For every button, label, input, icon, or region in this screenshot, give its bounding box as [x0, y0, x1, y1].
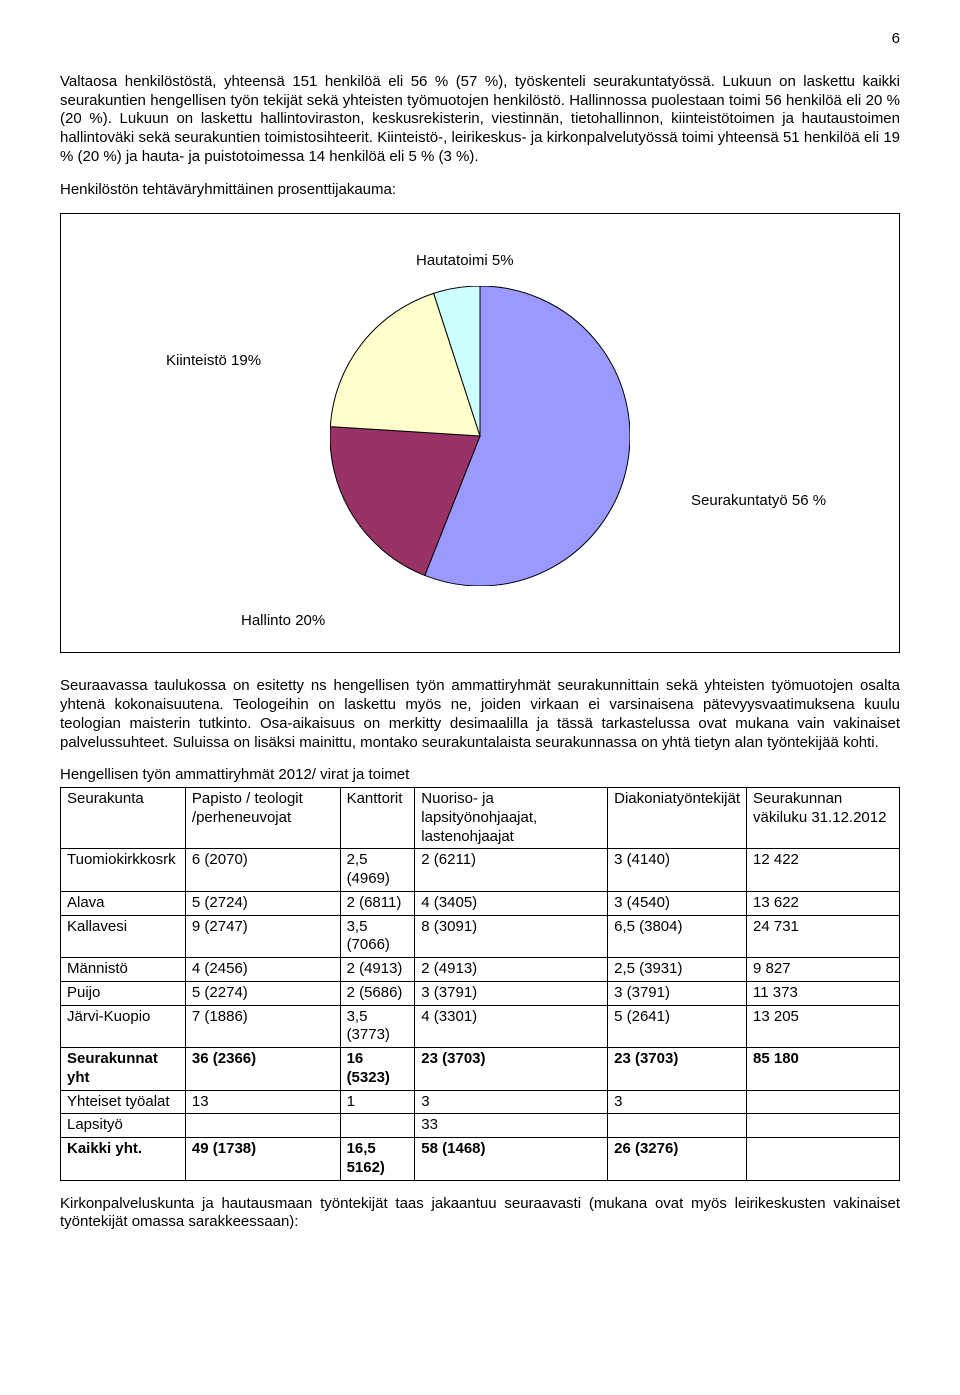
page-number: 6 — [60, 30, 900, 49]
table-header-row: SeurakuntaPapisto / teologit /perheneuvo… — [61, 788, 900, 849]
table-header-cell: Kanttorit — [340, 788, 415, 849]
table-cell — [747, 1114, 900, 1138]
table-cell: Puijo — [61, 981, 186, 1005]
table-cell — [185, 1114, 340, 1138]
table-cell: 8 (3091) — [415, 915, 608, 958]
table-cell — [340, 1114, 415, 1138]
table-row: Kaikki yht.49 (1738)16,5 5162)58 (1468)2… — [61, 1138, 900, 1181]
table-cell: 13 622 — [747, 891, 900, 915]
table-cell: Alava — [61, 891, 186, 915]
table-cell: Lapsityö — [61, 1114, 186, 1138]
pie-label: Kiinteistö 19% — [166, 352, 261, 371]
table-cell: 2 (5686) — [340, 981, 415, 1005]
table-cell: 4 (3301) — [415, 1005, 608, 1048]
table-cell: 3 (3791) — [415, 981, 608, 1005]
pie-chart: Seurakuntatyö 56 %Hallinto 20%Kiinteistö… — [71, 232, 889, 602]
table-cell: 6 (2070) — [185, 849, 340, 892]
table-row: Järvi-Kuopio7 (1886)3,5 (3773)4 (3301)5 … — [61, 1005, 900, 1048]
table-cell: Kaikki yht. — [61, 1138, 186, 1181]
table-cell: Kallavesi — [61, 915, 186, 958]
table-cell: 5 (2274) — [185, 981, 340, 1005]
table-cell: 3 (4140) — [608, 849, 747, 892]
pie-chart-container: Seurakuntatyö 56 % Hallinto 20% Kiinteistö… — [60, 213, 900, 653]
table-cell — [747, 1138, 900, 1181]
table-cell: 11 373 — [747, 981, 900, 1005]
table-cell: 7 (1886) — [185, 1005, 340, 1048]
table-cell: 16 (5323) — [340, 1048, 415, 1091]
table-header-cell: Nuoriso- ja lapsityönohjaajat, lastenohj… — [415, 788, 608, 849]
table-cell: 4 (3405) — [415, 891, 608, 915]
table-cell — [608, 1114, 747, 1138]
table-cell: 58 (1468) — [415, 1138, 608, 1181]
table-row: Seurakunnat yht36 (2366)16 (5323)23 (370… — [61, 1048, 900, 1091]
table-cell: 24 731 — [747, 915, 900, 958]
pie-label: Hautatoimi 5% — [416, 252, 514, 271]
occupational-groups-table: SeurakuntaPapisto / teologit /perheneuvo… — [60, 787, 900, 1181]
table-cell: 3,5 (3773) — [340, 1005, 415, 1048]
table-header-cell: Seurakunnan väkiluku 31.12.2012 — [747, 788, 900, 849]
table-cell: 2 (6811) — [340, 891, 415, 915]
pie-label: Hallinto 20% — [241, 612, 325, 631]
table-header-cell: Diakoniatyöntekijät — [608, 788, 747, 849]
table-cell: 3 — [415, 1090, 608, 1114]
table-title: Hengellisen työn ammattiryhmät 2012/ vir… — [60, 766, 900, 785]
table-cell: 5 (2641) — [608, 1005, 747, 1048]
pie-label: Seurakuntatyö 56 % — [691, 492, 826, 511]
table-cell: 85 180 — [747, 1048, 900, 1091]
table-cell — [747, 1090, 900, 1114]
table-cell: 49 (1738) — [185, 1138, 340, 1181]
table-cell: 23 (3703) — [415, 1048, 608, 1091]
table-cell: 13 — [185, 1090, 340, 1114]
table-cell: Männistö — [61, 958, 186, 982]
table-row: Alava5 (2724)2 (6811)4 (3405)3 (4540)13 … — [61, 891, 900, 915]
table-cell: 3,5 (7066) — [340, 915, 415, 958]
table-cell: Tuomiokirkkosrk — [61, 849, 186, 892]
table-cell: 2,5 (4969) — [340, 849, 415, 892]
table-cell: 16,5 5162) — [340, 1138, 415, 1181]
table-cell: Yhteiset työalat — [61, 1090, 186, 1114]
table-row: Kallavesi9 (2747)3,5 (7066)8 (3091)6,5 (… — [61, 915, 900, 958]
table-body: Tuomiokirkkosrk6 (2070)2,5 (4969)2 (6211… — [61, 849, 900, 1180]
table-cell: 2,5 (3931) — [608, 958, 747, 982]
table-cell: 5 (2724) — [185, 891, 340, 915]
table-row: Tuomiokirkkosrk6 (2070)2,5 (4969)2 (6211… — [61, 849, 900, 892]
table-cell: 9 827 — [747, 958, 900, 982]
table-cell: 6,5 (3804) — [608, 915, 747, 958]
table-cell: 2 (4913) — [415, 958, 608, 982]
table-cell: 9 (2747) — [185, 915, 340, 958]
table-cell: 23 (3703) — [608, 1048, 747, 1091]
table-cell: Järvi-Kuopio — [61, 1005, 186, 1048]
table-cell: 3 (4540) — [608, 891, 747, 915]
table-cell: 26 (3276) — [608, 1138, 747, 1181]
table-row: Yhteiset työalat13133 — [61, 1090, 900, 1114]
chart-caption: Henkilöstön tehtäväryhmittäinen prosentt… — [60, 181, 900, 200]
table-cell: 1 — [340, 1090, 415, 1114]
table-cell: 2 (4913) — [340, 958, 415, 982]
table-cell: 3 — [608, 1090, 747, 1114]
table-cell: 13 205 — [747, 1005, 900, 1048]
paragraph-4: Kirkonpalveluskunta ja hautausmaan työnt… — [60, 1195, 900, 1233]
pie-svg — [330, 286, 630, 586]
table-row: Männistö4 (2456)2 (4913)2 (4913)2,5 (393… — [61, 958, 900, 982]
table-cell: 3 (3791) — [608, 981, 747, 1005]
table-cell: 36 (2366) — [185, 1048, 340, 1091]
paragraph-1: Valtaosa henkilöstöstä, yhteensä 151 hen… — [60, 73, 900, 167]
table-row: Puijo5 (2274)2 (5686)3 (3791)3 (3791)11 … — [61, 981, 900, 1005]
table-header-cell: Seurakunta — [61, 788, 186, 849]
table-cell: 2 (6211) — [415, 849, 608, 892]
table-row: Lapsityö 33 — [61, 1114, 900, 1138]
table-cell: Seurakunnat yht — [61, 1048, 186, 1091]
table-cell: 33 — [415, 1114, 608, 1138]
table-cell: 4 (2456) — [185, 958, 340, 982]
table-cell: 12 422 — [747, 849, 900, 892]
paragraph-3: Seuraavassa taulukossa on esitetty ns he… — [60, 677, 900, 752]
table-header-cell: Papisto / teologit /perheneuvojat — [185, 788, 340, 849]
